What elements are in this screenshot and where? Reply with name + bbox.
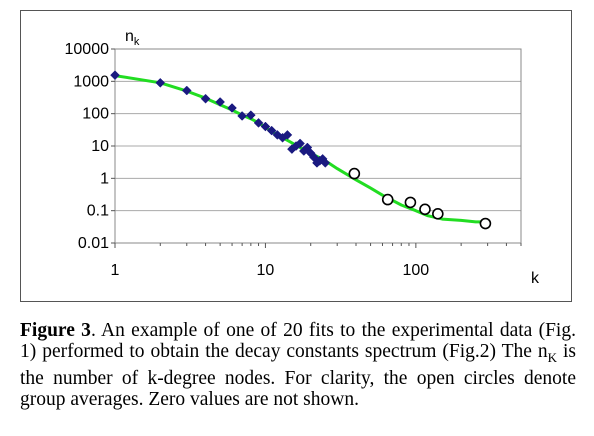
y-axis-label-main: n — [125, 28, 134, 45]
y-tick-label: 10000 — [65, 41, 110, 58]
data-point-diamond — [260, 121, 271, 132]
data-point-diamond — [110, 70, 120, 81]
data-point-diamond — [295, 138, 305, 149]
y-tick-label: 10 — [91, 138, 109, 155]
x-tick-label: 10 — [257, 262, 275, 279]
y-tick-label: 0.1 — [87, 203, 109, 220]
data-point-diamond — [227, 103, 237, 113]
group-average-circle — [381, 193, 394, 206]
chart-frame: 0.01 0.1 1 10 100 1000 10000 1 10 100 nk k — [20, 10, 572, 302]
data-point-diamond — [155, 77, 166, 88]
x-tick-label: 100 — [403, 262, 430, 279]
data-series — [110, 70, 492, 230]
y-axis-label-subscript: k — [134, 36, 140, 48]
data-point-diamond — [282, 130, 293, 140]
figure-caption: Figure 3. An example of one of 20 fits t… — [20, 320, 576, 410]
axis-ticks: 0.01 0.1 1 10 100 1000 10000 1 10 100 — [65, 41, 522, 279]
data-point-diamond — [253, 117, 264, 128]
group-average-circle — [479, 217, 492, 230]
data-point-diamond — [245, 110, 256, 120]
caption-subscript: K — [547, 349, 558, 365]
data-point-diamond — [181, 85, 192, 96]
data-point-diamond — [237, 111, 247, 121]
y-axis-label: nk — [125, 28, 140, 48]
y-tick-label: 0.01 — [78, 235, 109, 252]
y-tick-label: 1000 — [73, 73, 109, 90]
data-point-diamond — [266, 125, 277, 136]
x-tick-label: 1 — [111, 262, 120, 279]
data-point-diamond — [320, 158, 331, 168]
group-average-circle — [404, 196, 417, 209]
data-point-diamond — [200, 93, 211, 104]
grid-lines — [115, 48, 521, 244]
caption-text: . An example of one of 20 fits to the ex… — [20, 320, 576, 362]
figure-label: Figure 3 — [20, 320, 91, 341]
y-tick-label: 1 — [100, 170, 109, 187]
caption-text-after: is the number of k-degree nodes. For cla… — [20, 341, 576, 410]
group-average-circle — [419, 203, 431, 216]
y-tick-label: 100 — [82, 106, 109, 123]
x-axis-label: k — [531, 270, 540, 287]
data-point-diamond — [215, 97, 225, 107]
group-average-circle — [348, 167, 361, 180]
group-average-circle — [432, 208, 444, 220]
